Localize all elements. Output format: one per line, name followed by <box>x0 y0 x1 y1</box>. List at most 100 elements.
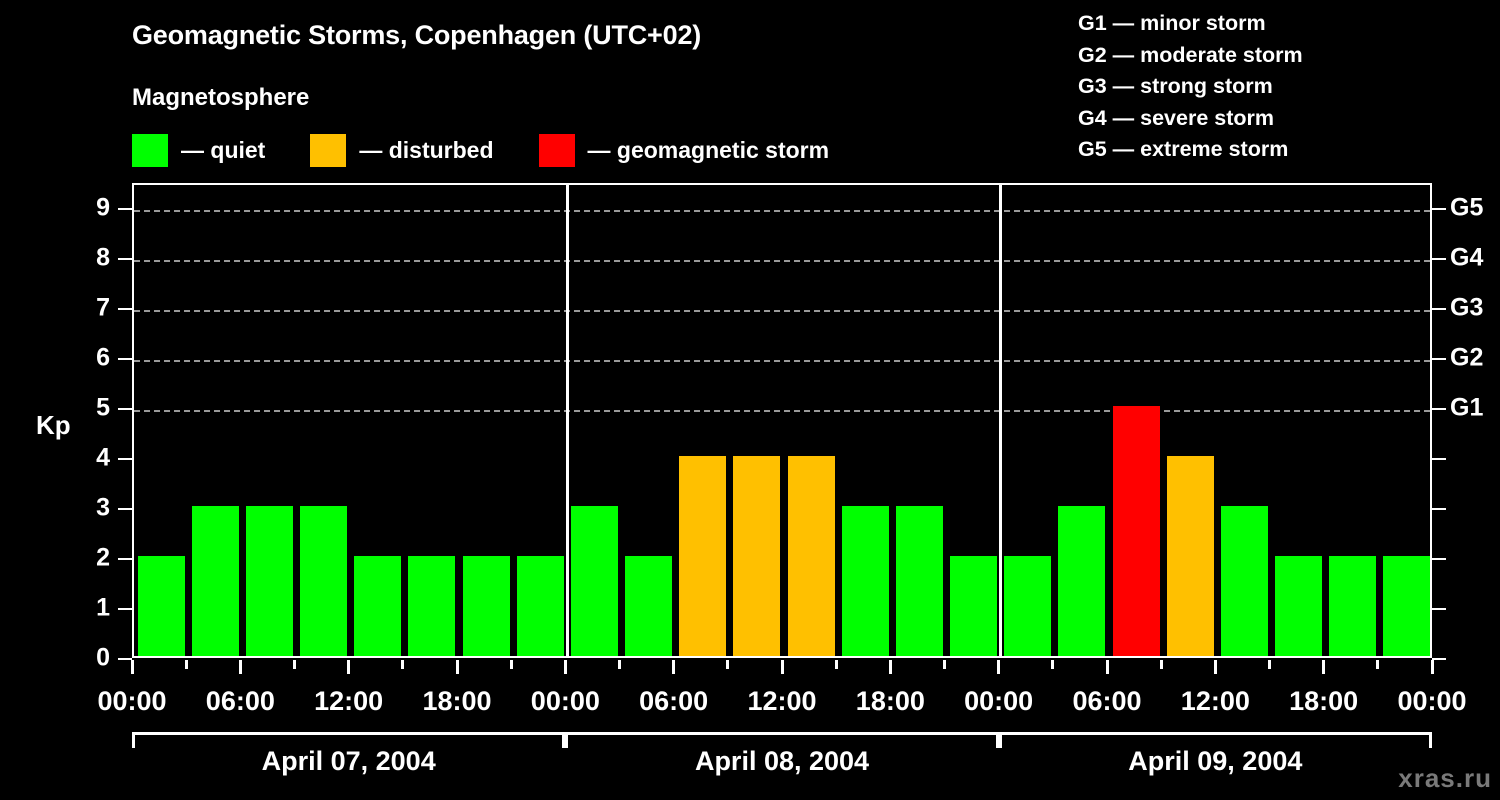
x-tick-mark <box>1430 660 1434 674</box>
g-tick-mark <box>1432 308 1446 310</box>
color-legend: — quiet — disturbed — geomagnetic storm <box>132 132 874 168</box>
bar <box>1383 556 1430 656</box>
x-tick-mark <box>238 660 242 674</box>
g-axis-labels: G1 G2 G3 G4 G5 <box>1450 183 1496 658</box>
y-tick-mark <box>118 458 132 460</box>
legend-label: — quiet <box>181 136 266 163</box>
y-tick-mark <box>118 658 132 660</box>
plot-area <box>132 183 1432 658</box>
x-tick-mark <box>780 660 784 674</box>
y-tick-mark <box>118 508 132 510</box>
g-tick-mark <box>1432 658 1446 660</box>
x-tick-mark <box>943 660 946 669</box>
bars-layer <box>134 185 1430 656</box>
g-tick-label: G5 <box>1450 193 1484 222</box>
gridline <box>134 410 1430 412</box>
gridline <box>134 260 1430 262</box>
bar <box>625 556 673 656</box>
y-tick-mark <box>118 408 132 410</box>
bar <box>895 506 943 656</box>
bar <box>300 506 348 656</box>
x-tick-mark <box>401 660 405 669</box>
bar <box>841 506 889 656</box>
x-tick-mark <box>726 660 730 669</box>
x-tick-label: 06:00 <box>639 686 709 716</box>
g-tick-label: G1 <box>1450 393 1484 422</box>
x-tick-mark <box>834 660 838 669</box>
day-label: April 08, 2004 <box>694 746 870 776</box>
y-tick-mark <box>118 308 132 310</box>
y-tick-label: 9 <box>96 193 110 222</box>
x-axis-ticks <box>130 660 1434 674</box>
g-scale-legend: G1 — minor storm G2 — moderate storm G3 — … <box>1078 11 1303 171</box>
day-brackets <box>132 732 1432 754</box>
x-tick-mark <box>618 660 621 669</box>
x-tick-label: 00:00 <box>964 686 1034 716</box>
bar <box>950 556 998 656</box>
bar <box>570 506 618 656</box>
g-tick-mark <box>1432 358 1446 360</box>
x-tick-mark <box>1051 660 1055 669</box>
g-tick-mark <box>1432 208 1446 210</box>
legend-entry: — disturbed <box>310 133 494 167</box>
y-tick-label: 7 <box>96 293 110 322</box>
bar <box>245 506 293 656</box>
g-tick-label: G4 <box>1450 243 1484 272</box>
y-tick-label: 5 <box>96 393 110 422</box>
bar <box>1166 456 1214 656</box>
bar <box>516 556 564 656</box>
x-tick-label: 00:00 <box>530 686 600 716</box>
x-axis-labels: 00:00 06:00 12:00 18:00 00:00 06:00 12:00 18:00… <box>0 688 1500 722</box>
g-tick-mark <box>1432 608 1446 610</box>
g-tick-mark <box>1432 408 1446 410</box>
g-legend-row: G3 — strong storm <box>1078 74 1273 98</box>
x-tick-mark <box>130 660 134 674</box>
day-bracket <box>565 732 999 748</box>
y-tick-label: 3 <box>96 493 110 522</box>
x-tick-label: 18:00 <box>855 686 925 716</box>
x-tick-mark <box>347 660 351 674</box>
x-tick-label: 12:00 <box>314 686 384 716</box>
x-tick-mark <box>1213 660 1217 674</box>
day-label: April 07, 2004 <box>261 746 436 776</box>
bar <box>787 456 835 656</box>
y-tick-mark <box>118 558 132 560</box>
y-tick-label: 2 <box>96 543 110 572</box>
g-tick-mark <box>1432 508 1446 510</box>
x-tick-label: 12:00 <box>1180 686 1250 716</box>
x-tick-mark <box>1159 660 1163 669</box>
x-tick-mark <box>184 660 188 669</box>
x-tick-label: 18:00 <box>1289 686 1359 716</box>
x-tick-label: 18:00 <box>422 686 492 716</box>
x-tick-mark <box>997 660 1001 674</box>
y-tick-mark <box>118 258 132 260</box>
bar <box>1058 506 1106 656</box>
bar <box>1329 556 1377 656</box>
bar <box>191 506 239 656</box>
day-label: April 09, 2004 <box>1128 746 1303 776</box>
gridline <box>134 360 1430 362</box>
g-legend-row: G1 — minor storm <box>1078 11 1266 35</box>
x-tick-label: 12:00 <box>747 686 817 716</box>
x-tick-label: 00:00 <box>97 686 167 716</box>
g-axis-ticks <box>1432 183 1446 660</box>
g-legend-row: G5 — extreme storm <box>1078 137 1289 161</box>
bar <box>354 556 402 656</box>
chart-subtitle: Magnetosphere <box>132 84 310 111</box>
y-axis-ticks <box>118 183 132 660</box>
plot-gridlines <box>134 185 1430 656</box>
y-tick-label: 4 <box>96 443 110 472</box>
day-separator <box>565 185 569 656</box>
day-separator <box>999 185 1003 656</box>
red-square-icon <box>538 133 575 167</box>
legend-label: — geomagnetic storm <box>587 136 830 163</box>
y-tick-mark <box>118 358 132 360</box>
x-tick-mark <box>509 660 513 669</box>
x-tick-mark <box>455 660 459 674</box>
bar <box>733 456 781 656</box>
bar <box>408 556 456 656</box>
green-square-icon <box>132 133 168 167</box>
gridline <box>134 210 1430 212</box>
x-tick-mark <box>672 660 676 674</box>
x-tick-label: 06:00 <box>205 686 275 716</box>
